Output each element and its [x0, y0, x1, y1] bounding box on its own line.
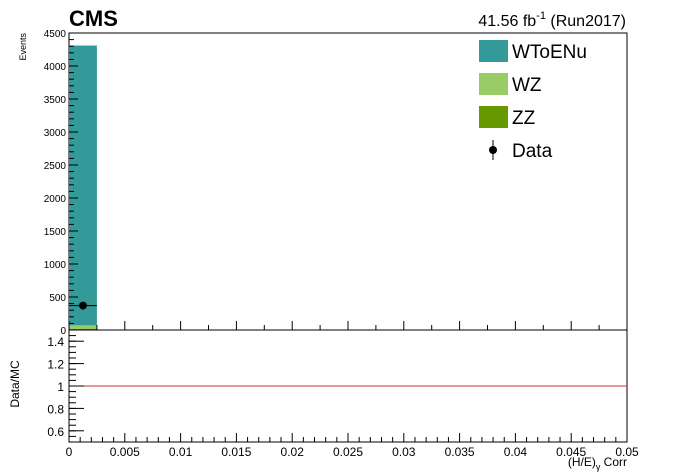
luminosity-label: 41.56 fb-1 (Run2017) — [478, 10, 626, 30]
ratio-y-tick-label: 1.4 — [47, 335, 64, 349]
ratio-y-tick-label: 0.8 — [47, 402, 64, 416]
legend: WToENu WZ ZZ Data — [479, 40, 587, 162]
main-y-tick-label: 2000 — [44, 194, 67, 205]
main-frame — [68, 32, 628, 331]
ratio-x-tick-label: 0.01 — [169, 445, 193, 459]
main-y-tick-label: 1000 — [44, 260, 67, 271]
legend-marker-data — [489, 146, 497, 154]
ratio-x-tick-label: 0.035 — [445, 445, 475, 459]
main-panel: 0 500 1000 1500 2000 2500 3000 3500 4000 4500 Even… — [18, 29, 628, 337]
ratio-x-tick-label: 0.04 — [504, 445, 528, 459]
main-y-tick-label: 1500 — [44, 227, 67, 238]
data-point — [78, 301, 87, 310]
main-y-tick-label: 4500 — [44, 29, 67, 40]
legend-label: WZ — [512, 75, 542, 96]
ratio-y-tick-label: 1.2 — [47, 358, 64, 372]
ratio-x-tick-label: 0.025 — [333, 445, 363, 459]
legend-swatch-wz — [479, 73, 508, 95]
main-y-tick-label: 4000 — [44, 62, 67, 73]
ratio-panel: 0.6 0.8 1 1.2 1.4 Data/MC 0 0.005 0.01 0.015 0.02 0… — [8, 329, 639, 472]
ratio-x-tick-label: 0.02 — [281, 445, 305, 459]
ratio-x-tick-label: 0.015 — [221, 445, 251, 459]
ratio-y-tick-label: 0.6 — [47, 425, 64, 439]
ratio-y-axis-label: Data/MC — [8, 360, 22, 408]
main-y-tick-label: 3000 — [44, 128, 67, 139]
experiment-label: CMS — [69, 6, 118, 31]
legend-label: WToENu — [512, 42, 587, 63]
legend-swatch-zz — [479, 106, 508, 128]
main-y-tick-label: 2500 — [44, 161, 67, 172]
x-axis-label: (H/E)γ Corr — [568, 455, 627, 472]
legend-swatch-wtoenu — [479, 40, 508, 62]
ratio-x-tick-label: 0.045 — [556, 445, 586, 459]
main-y-tick-label: 0 — [60, 326, 66, 337]
main-y-axis-label: Events — [18, 33, 28, 61]
main-y-tick-label: 500 — [49, 293, 66, 304]
bar-wz — [69, 325, 97, 330]
ratio-x-tick-label: 0.005 — [110, 445, 140, 459]
ratio-x-tick-label: 0.03 — [392, 445, 416, 459]
ratio-x-tick-label: 0.05 — [615, 445, 639, 459]
ratio-x-tick-label: 0 — [66, 445, 73, 459]
legend-label: ZZ — [512, 108, 536, 129]
main-y-tick-label: 3500 — [44, 95, 67, 106]
legend-label: Data — [512, 141, 553, 162]
ratio-y-tick-label: 1 — [57, 380, 64, 394]
